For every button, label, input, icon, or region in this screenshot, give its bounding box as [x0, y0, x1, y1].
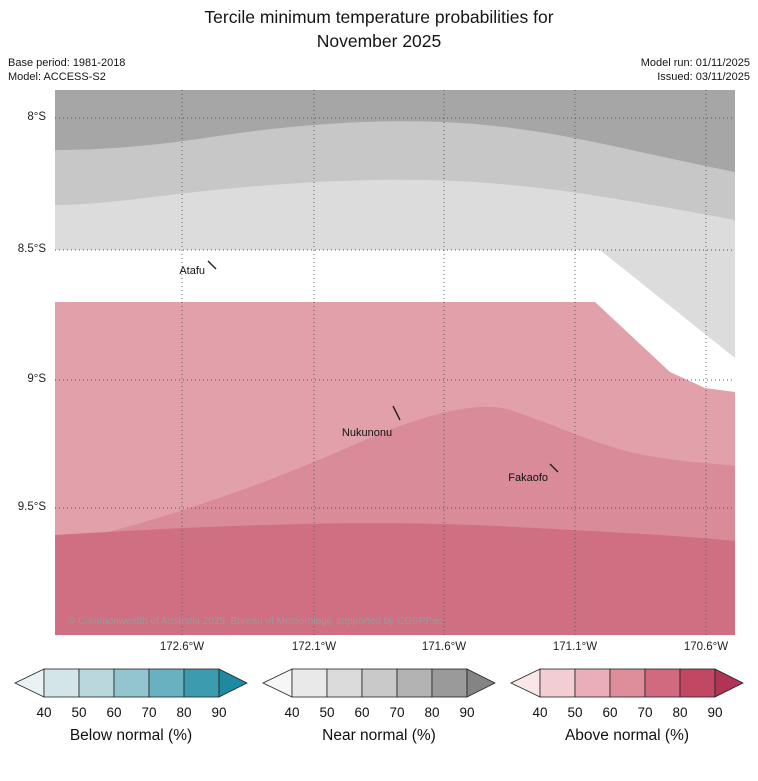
colorbar-segment [183, 668, 220, 698]
colorbar-segment [574, 668, 611, 698]
page-title: Tercile minimum temperature probabilitie… [0, 5, 758, 53]
island-label-nukunonu: Nukunonu [342, 427, 392, 439]
tick-label: 80 [424, 705, 440, 720]
legend-title: Near normal (%) [322, 727, 436, 744]
legend-above-normal: 40 50 60 70 80 90 Above normal (%) [509, 666, 745, 745]
tick-label: 80 [176, 705, 192, 720]
near-normal-colorbar [262, 668, 496, 698]
gridlines [55, 90, 735, 635]
title-line-1: Tercile minimum temperature probabilitie… [204, 7, 554, 27]
tick-label: 40 [284, 705, 300, 720]
tick-label: 70 [141, 705, 157, 720]
probability-map: Atafu Nukunonu Fakaofo © Commonwealth of… [55, 90, 735, 635]
tick-label: 90 [211, 705, 227, 720]
tick-label: 50 [319, 705, 335, 720]
meta-right: Model run: 01/11/2025 Issued: 03/11/2025 [641, 56, 750, 84]
colorbar-segment [466, 668, 496, 698]
colorbar-segment [113, 668, 150, 698]
y-tick-label: 8.5°S [17, 243, 46, 255]
colorbar-segment [714, 668, 744, 698]
colorbar-segment [539, 668, 576, 698]
y-tick-label: 9°S [27, 373, 46, 385]
legend-below-normal: 40 50 60 70 80 90 Below normal (%) [13, 666, 249, 745]
legend-near-normal: 40 50 60 70 80 90 Near normal (%) [261, 666, 497, 745]
colorbar-segment [291, 668, 328, 698]
legend-title: Below normal (%) [69, 727, 193, 744]
tick-label: 50 [71, 705, 87, 720]
legend-title: Above normal (%) [564, 727, 690, 744]
legend-row: 40 50 60 70 80 90 Below normal (%) [0, 666, 758, 745]
legend-ticks: 40 50 60 70 80 90 [509, 705, 745, 722]
base-period-text: Base period: 1981-2018 [8, 57, 126, 69]
colorbar-segment [262, 668, 293, 698]
x-tick-label: 172.1°W [291, 641, 337, 653]
colorbar-segment [14, 668, 45, 698]
colorbar-segment [644, 668, 681, 698]
colorbar-segment [679, 668, 716, 698]
colorbar-segment [510, 668, 541, 698]
island-markers [207, 260, 559, 473]
model-text: Model: ACCESS-S2 [8, 71, 106, 83]
above-normal-colorbar [510, 668, 744, 698]
title-line-2: November 2025 [316, 31, 442, 51]
region-above-normal-dark [55, 523, 735, 635]
legend-ticks: 40 50 60 70 80 90 [261, 705, 497, 722]
island-label-fakaofo: Fakaofo [508, 472, 548, 484]
x-tick-label: 171.6°W [421, 641, 467, 653]
model-run-text: Model run: 01/11/2025 [640, 57, 750, 69]
legend-ticks: 40 50 60 70 80 90 [13, 705, 249, 722]
tick-label: 90 [707, 705, 723, 720]
x-tick-label: 171.1°W [552, 641, 598, 653]
meta-left: Base period: 1981-2018 Model: ACCESS-S2 [8, 56, 125, 84]
copyright-text: © Commonwealth of Australia 2025, Bureau… [68, 616, 443, 627]
island-label-atafu: Atafu [179, 265, 205, 277]
region-near-normal-dark [55, 90, 735, 172]
colorbar-segment [326, 668, 363, 698]
x-tick-label: 170.6°W [683, 641, 729, 653]
atafu-marker [207, 260, 217, 270]
tick-label: 90 [459, 705, 475, 720]
colorbar-segment [609, 668, 646, 698]
below-normal-colorbar [14, 668, 248, 698]
x-tick-label: 172.6°W [159, 641, 205, 653]
tick-label: 40 [36, 705, 52, 720]
colorbar-segment [43, 668, 80, 698]
y-tick-label: 8°S [27, 111, 46, 123]
colorbar-segment [396, 668, 433, 698]
tick-label: 70 [389, 705, 405, 720]
fakaofo-marker [549, 463, 559, 473]
tick-label: 60 [106, 705, 122, 720]
tick-label: 60 [602, 705, 618, 720]
nukunonu-marker [392, 405, 401, 421]
y-tick-label: 9.5°S [17, 501, 46, 513]
tick-label: 80 [672, 705, 688, 720]
issued-text: Issued: 03/11/2025 [657, 71, 750, 83]
colorbar-segment [431, 668, 468, 698]
tick-label: 70 [637, 705, 653, 720]
colorbar-segment [148, 668, 185, 698]
tick-label: 40 [532, 705, 548, 720]
tick-label: 60 [354, 705, 370, 720]
tick-label: 50 [567, 705, 583, 720]
colorbar-segment [218, 668, 248, 698]
colorbar-segment [361, 668, 398, 698]
colorbar-segment [78, 668, 115, 698]
